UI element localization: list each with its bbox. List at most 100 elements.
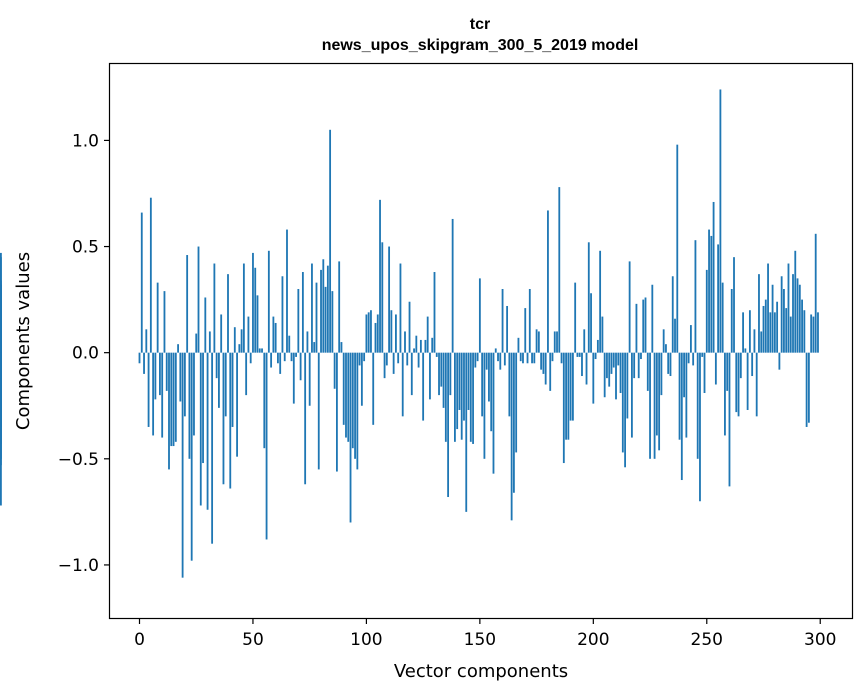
bar	[419, 339, 422, 353]
bar	[149, 197, 152, 353]
bar	[410, 352, 413, 396]
bar	[429, 352, 431, 400]
bar	[792, 274, 794, 353]
bar	[447, 352, 450, 498]
bar	[424, 339, 427, 353]
bar	[401, 352, 404, 417]
bar	[701, 352, 704, 357]
bar	[674, 318, 676, 353]
bar	[485, 352, 488, 370]
bar	[0, 352, 2, 379]
bar	[254, 267, 257, 353]
bar	[188, 352, 191, 459]
bar	[494, 348, 497, 353]
bar	[478, 278, 481, 353]
bar	[610, 352, 613, 374]
bar	[365, 314, 368, 353]
bar	[508, 352, 511, 417]
bar	[288, 335, 291, 353]
bar	[358, 352, 361, 366]
bar	[363, 352, 366, 362]
bar	[245, 352, 248, 396]
bar	[193, 352, 195, 436]
bar	[717, 244, 720, 353]
bar	[433, 272, 436, 353]
bar	[360, 352, 363, 406]
bar	[755, 352, 758, 417]
bar	[190, 352, 193, 561]
bar	[760, 331, 763, 353]
bar	[683, 352, 685, 398]
bar	[383, 352, 386, 379]
bar	[261, 348, 263, 353]
bar	[249, 352, 252, 364]
bar	[714, 352, 717, 385]
bar	[733, 257, 735, 353]
bar	[569, 352, 572, 421]
bar	[553, 331, 556, 353]
bar	[179, 352, 182, 402]
bar	[649, 352, 651, 459]
bar	[742, 312, 744, 353]
bar	[628, 261, 631, 353]
bar	[542, 352, 545, 374]
bar	[311, 263, 313, 353]
bar	[547, 210, 549, 353]
bar	[197, 246, 200, 353]
bar	[469, 352, 472, 442]
bar	[183, 352, 186, 417]
bar	[202, 352, 204, 464]
bar	[585, 352, 588, 385]
bar	[488, 352, 490, 402]
bar	[340, 342, 343, 353]
bar	[483, 352, 486, 459]
bar	[306, 331, 309, 353]
bar	[780, 276, 783, 353]
bar	[814, 233, 817, 353]
bar	[0, 342, 2, 353]
bar	[329, 129, 332, 353]
bar	[594, 352, 597, 360]
bar	[372, 352, 375, 425]
bar	[630, 352, 633, 438]
bar	[206, 352, 209, 510]
bar	[456, 352, 459, 430]
bar	[730, 289, 733, 353]
x-tick-label: 250	[691, 630, 723, 650]
bar	[789, 316, 792, 353]
bar	[0, 327, 2, 353]
bar	[812, 316, 815, 353]
bar	[451, 218, 454, 353]
bar	[186, 255, 189, 353]
bar	[295, 352, 297, 357]
bar	[633, 352, 636, 379]
bar	[408, 301, 411, 353]
bar	[345, 352, 347, 438]
bar	[640, 352, 642, 360]
bar	[805, 352, 808, 427]
bar	[390, 310, 393, 353]
bar	[177, 344, 179, 353]
bar	[163, 291, 166, 353]
bar	[267, 250, 270, 353]
bar	[710, 235, 713, 353]
y-tick-label: 0.5	[72, 238, 99, 258]
bar	[342, 352, 345, 425]
bar	[531, 352, 533, 364]
bar	[687, 352, 690, 364]
bar	[703, 352, 706, 393]
bar	[199, 352, 202, 506]
bar	[708, 229, 710, 353]
bar	[728, 352, 731, 487]
bar	[236, 352, 238, 457]
bar	[506, 305, 509, 353]
bar	[778, 352, 781, 370]
bar	[669, 352, 672, 377]
bar	[692, 352, 695, 366]
bar	[315, 282, 318, 353]
bar	[501, 289, 504, 353]
bar	[0, 257, 2, 353]
bar	[590, 293, 592, 353]
x-tick-label: 100	[350, 630, 382, 650]
bar	[608, 352, 611, 387]
